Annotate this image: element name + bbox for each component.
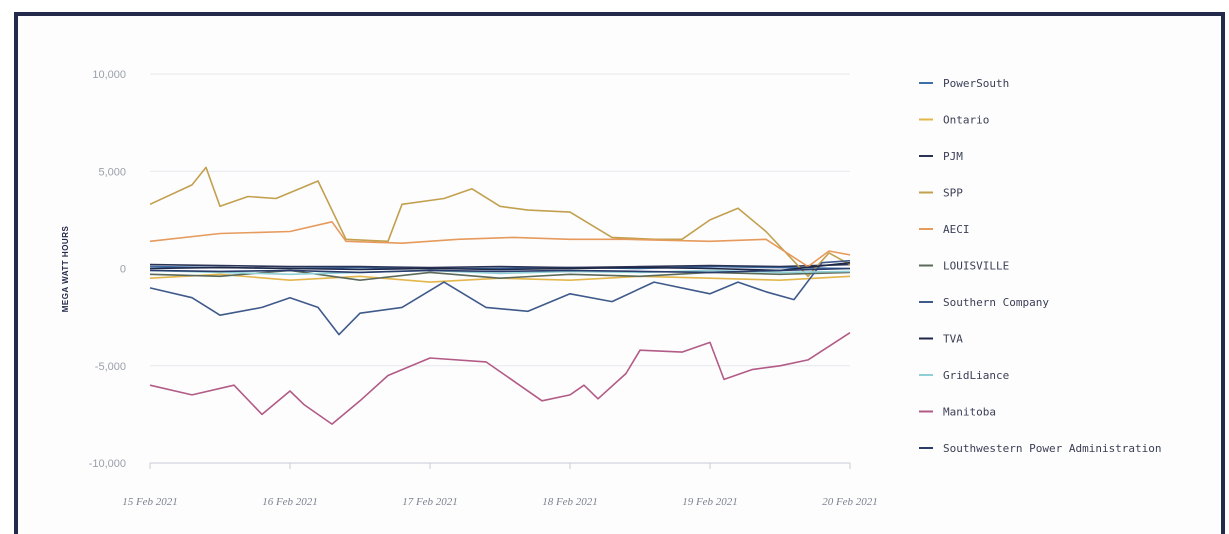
y-tick-label: 5,000 [98,166,126,178]
series-line [149,269,851,281]
y-axis-ticks: 10,000 5,000 0 -5,000 -10,000 [89,69,126,470]
chart-legend: PowerSouth Ontario PJM SPP AECI LOUISVILLE Sou… [919,77,1162,455]
y-tick-label: 0 [120,264,126,276]
legend-item-label: Southern Company [943,296,1049,309]
series-line [149,166,851,278]
y-axis-label: MEGA WATT HOURS [61,226,70,313]
y-tick-label: 10,000 [92,69,126,81]
legend-item-label: Ontario [943,114,989,127]
series-line [149,259,851,336]
series-line [149,221,851,268]
series-line [149,263,851,269]
x-tick-label: 15 Feb 2021 [122,496,178,508]
legend-item-label: PJM [943,150,963,163]
legend-item-label: TVA [943,333,963,346]
series-line [149,267,851,274]
y-tick-label: -5,000 [95,361,126,373]
legend-item-label: LOUISVILLE [943,260,1009,273]
x-tick-label: 17 Feb 2021 [402,496,458,508]
legend-item-label: PowerSouth [943,77,1009,90]
x-tick-label: 16 Feb 2021 [262,496,318,508]
legend-item-label: GridLiance [943,369,1009,382]
x-tick-label: 20 Feb 2021 [822,496,878,508]
y-tick-label: -10,000 [89,458,126,470]
chart-series [149,166,851,425]
legend-item-label: Manitoba [943,406,996,419]
x-tick-label: 18 Feb 2021 [542,496,598,508]
x-tick-label: 19 Feb 2021 [682,496,738,508]
legend-item-label: AECI [943,223,970,236]
legend-item-label: SPP [943,187,963,200]
series-line [149,332,851,425]
series-line [149,261,851,272]
legend-item-label: Southwestern Power Administration [943,442,1162,455]
x-axis-ticks: 15 Feb 2021 16 Feb 2021 17 Feb 2021 18 Feb … [122,463,878,508]
